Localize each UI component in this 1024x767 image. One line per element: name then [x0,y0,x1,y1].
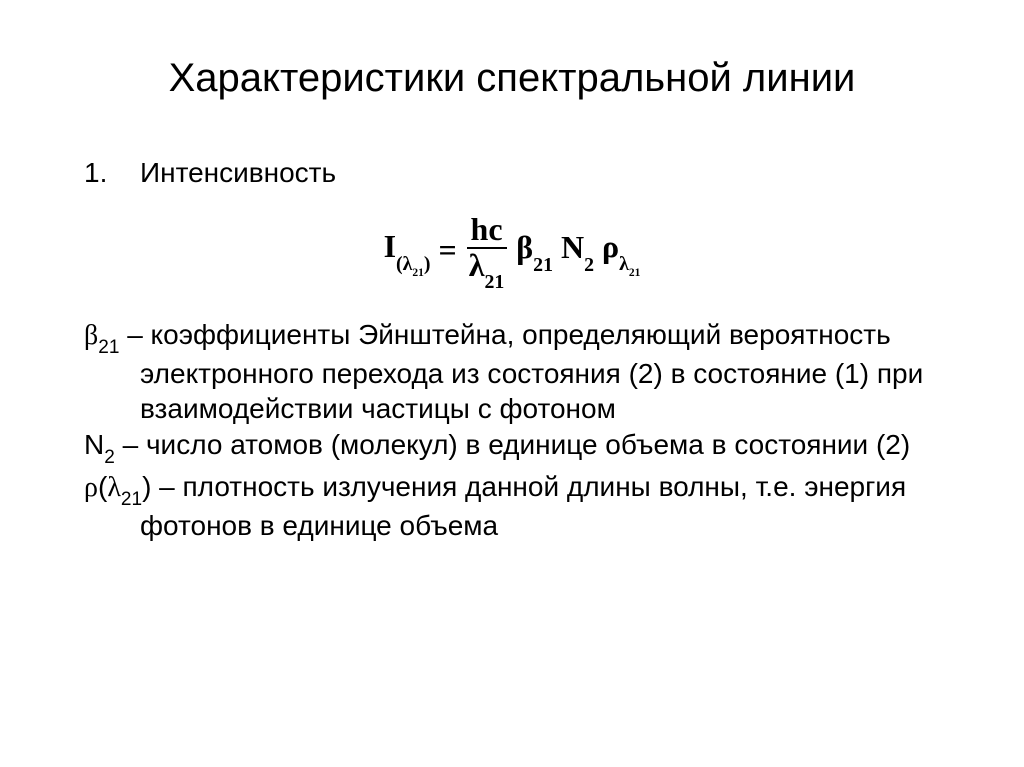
sub-21: 21 [412,267,424,279]
paren-open: ( [98,471,107,502]
beta: β [516,229,533,265]
rho-symbol: ρ [84,472,98,503]
N-text: – число атомов (молекул) в единице объем… [115,429,910,460]
definition-N: N2 – число атомов (молекул) в единице об… [84,428,964,467]
numerator: hc [467,213,507,249]
definitions: β21 – коэффициенты Эйнштейна, определяющ… [60,318,964,544]
slide: Характеристики спектральной линии 1.Инте… [0,0,1024,767]
paren-open: ( [396,253,403,275]
rho-text: – плотность излучения данной длины волны… [140,471,906,541]
symbol-N: N2 [561,229,594,271]
formula-block: I(λ21) = hc λ21 β21N2ρλ21 [60,213,964,288]
paren-close: ) [142,471,151,502]
fraction: hc λ21 [465,213,509,288]
sub-21: 21 [629,267,641,279]
list-item-1: 1.Интенсивность [60,157,964,189]
definition-rho: ρ(λ21) – плотность излучения данной длин… [84,470,964,544]
I: I [384,228,396,264]
item-label: Интенсивность [140,157,336,188]
beta-sub: 21 [98,337,119,358]
sub-21: 21 [484,271,504,293]
slide-title: Характеристики спектральной линии [60,56,964,101]
equals: = [439,232,457,269]
rho: ρ [602,228,619,264]
beta-symbol: β [84,320,98,351]
definition-beta: β21 – коэффициенты Эйнштейна, определяющ… [84,318,964,427]
rho-subscript: λ21 [619,253,640,275]
I-subscript: (λ21) [396,253,430,275]
symbol-beta: β21 [516,229,553,271]
item-number: 1. [84,157,140,189]
symbol-rho: ρλ21 [602,228,640,272]
paren-close: ) [424,253,431,275]
lambda-sub: 21 [121,489,142,510]
sub-21: 21 [533,254,553,276]
N-symbol: N [84,429,104,460]
lambda: λ [469,247,485,283]
lambda: λ [403,253,413,275]
denominator: λ21 [465,249,509,288]
N: N [561,229,584,265]
sub-2: 2 [584,254,594,276]
intensity-formula: I(λ21) = hc λ21 β21N2ρλ21 [384,213,641,288]
N-sub: 2 [104,447,115,468]
beta-text: – коэффициенты Эйнштейна, определяющий в… [119,319,923,424]
symbol-I: I(λ21) [384,228,431,272]
lambda-symbol: λ [107,472,121,503]
lambda: λ [619,253,629,275]
